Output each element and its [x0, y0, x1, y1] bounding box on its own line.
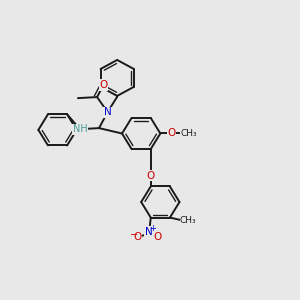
Text: O: O	[99, 80, 108, 90]
Text: N: N	[145, 227, 153, 237]
Text: −: −	[130, 230, 138, 239]
Text: O: O	[147, 171, 155, 181]
Text: +: +	[149, 224, 156, 233]
Text: N: N	[104, 107, 112, 117]
Text: CH₃: CH₃	[180, 129, 197, 138]
Text: NH: NH	[73, 124, 87, 134]
Text: CH₃: CH₃	[180, 216, 196, 225]
Text: O: O	[167, 128, 176, 139]
Text: N: N	[104, 107, 112, 117]
Text: O: O	[154, 232, 162, 242]
Text: O: O	[147, 171, 155, 181]
Text: NH: NH	[73, 124, 87, 134]
Text: O: O	[154, 232, 162, 242]
Text: CH₃: CH₃	[180, 129, 197, 138]
Text: CH₃: CH₃	[180, 216, 196, 225]
Text: N: N	[145, 227, 153, 237]
Text: O: O	[99, 80, 108, 90]
Text: O: O	[133, 232, 142, 242]
Text: O: O	[167, 128, 176, 139]
Text: O: O	[133, 232, 142, 242]
